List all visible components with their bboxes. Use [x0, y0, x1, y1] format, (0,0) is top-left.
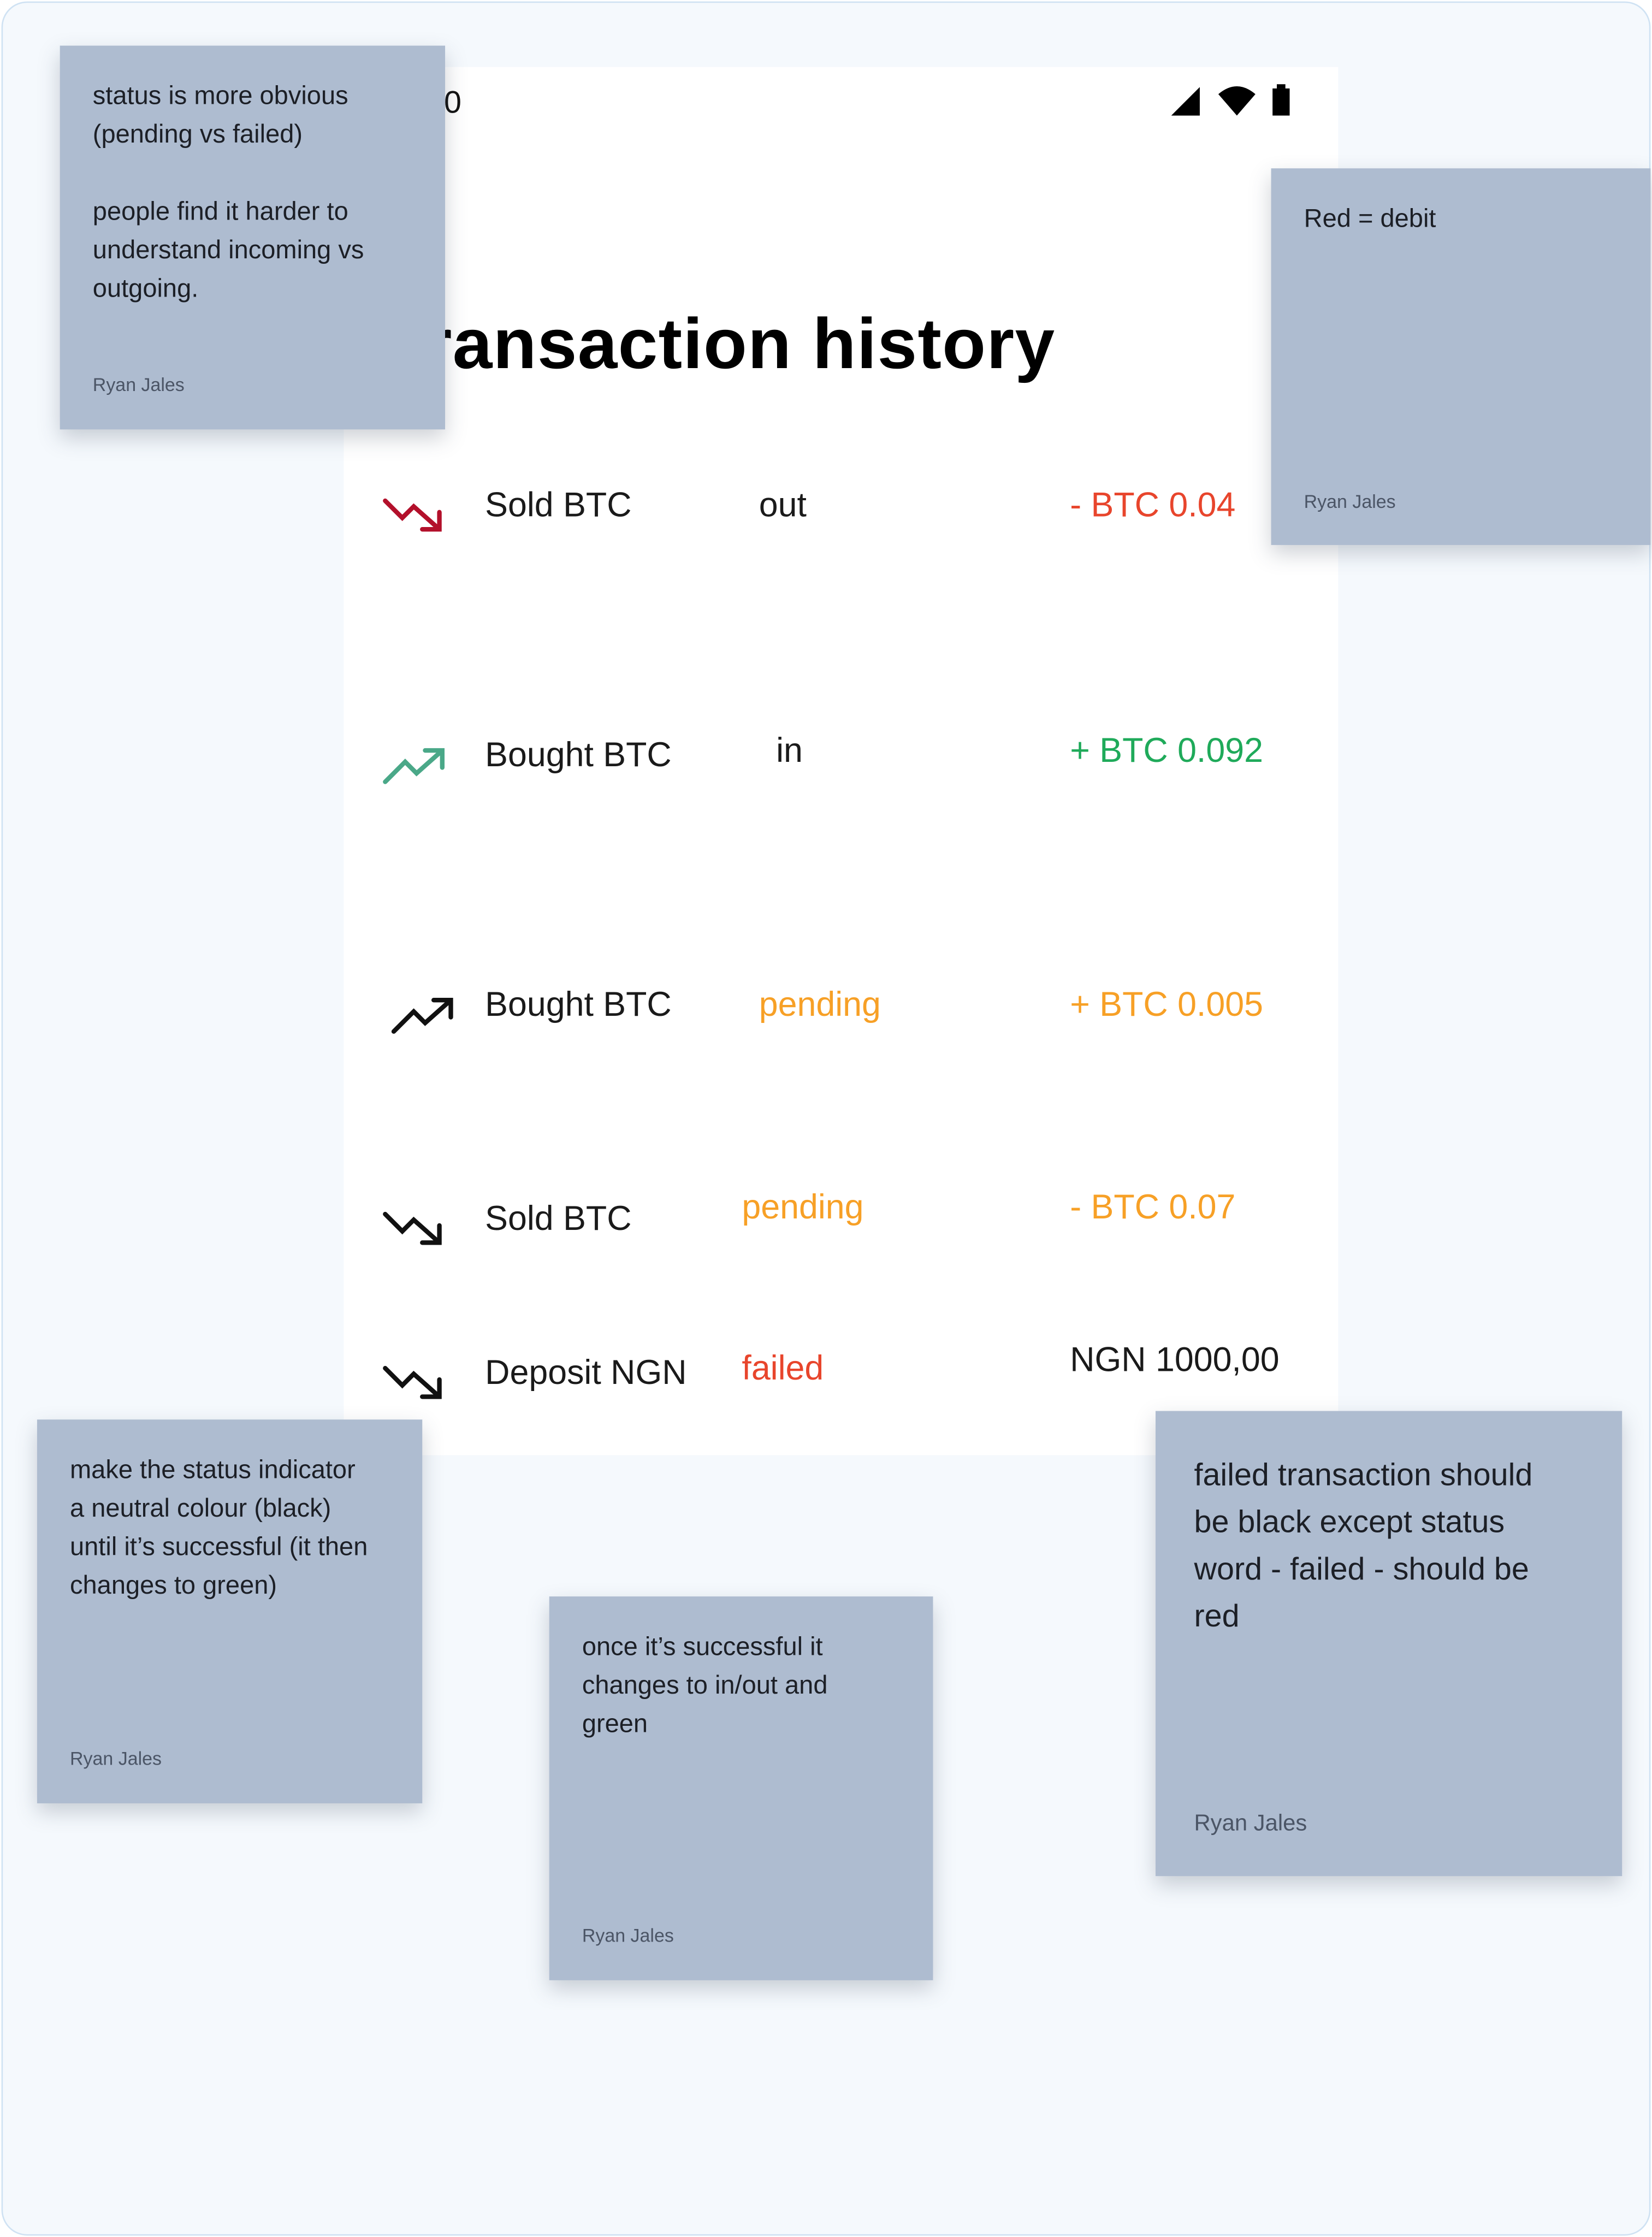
wifi-icon [1218, 86, 1256, 116]
page-title: Transaction history [383, 304, 1056, 384]
sticky-note-author: Ryan Jales [1304, 490, 1396, 512]
transaction-amount: + BTC 0.005 [1070, 986, 1263, 1025]
sticky-note[interactable]: Red = debit Ryan Jales [1271, 168, 1651, 545]
trend-up-icon [383, 748, 445, 784]
status-icons [1168, 84, 1291, 119]
sticky-note[interactable]: once it’s successful it changes to in/ou… [549, 1596, 933, 1980]
sticky-note-text: status is more obvious (pending vs faile… [92, 81, 364, 303]
sticky-note-text: Red = debit [1304, 204, 1436, 233]
transaction-status: pending [759, 986, 881, 1025]
transaction-amount: - BTC 0.04 [1070, 486, 1236, 525]
phone-screen: 00 ← Transaction history Sold BTC out - … [344, 67, 1339, 1455]
transaction-name: Deposit NGN [485, 1354, 687, 1393]
sticky-note[interactable]: make the status indicator a neutral colo… [37, 1419, 423, 1803]
transaction-status: out [759, 486, 807, 525]
transaction-status: in [776, 732, 803, 771]
transaction-name: Sold BTC [485, 1199, 632, 1239]
sticky-note[interactable]: status is more obvious (pending vs faile… [60, 45, 446, 430]
transaction-status: failed [742, 1350, 824, 1388]
transaction-name: Bought BTC [485, 986, 672, 1025]
sticky-note-author: Ryan Jales [582, 1924, 674, 1946]
trend-down-icon [383, 1366, 442, 1399]
sticky-note-author: Ryan Jales [1194, 1812, 1307, 1837]
transaction-amount: + BTC 0.092 [1070, 732, 1263, 771]
sticky-note-text: failed transaction should be black excep… [1194, 1457, 1533, 1634]
transaction-name: Sold BTC [485, 486, 632, 525]
sticky-note-text: once it’s successful it changes to in/ou… [582, 1632, 828, 1738]
sticky-note-author: Ryan Jales [92, 374, 185, 395]
trend-down-icon [383, 1211, 442, 1245]
sticky-note[interactable]: failed transaction should be black excep… [1155, 1411, 1623, 1877]
sticky-note-author: Ryan Jales [70, 1748, 162, 1770]
sticky-note-text: make the status indicator a neutral colo… [70, 1455, 368, 1600]
transaction-status: pending [742, 1188, 864, 1227]
transaction-name: Bought BTC [485, 736, 672, 775]
trend-down-icon [383, 498, 442, 532]
transaction-amount: - BTC 0.07 [1070, 1188, 1236, 1227]
cellular-signal-icon [1171, 87, 1200, 116]
battery-icon [1272, 84, 1290, 116]
transaction-amount: NGN 1000,00 [1070, 1341, 1280, 1380]
trend-up-icon [391, 998, 453, 1034]
